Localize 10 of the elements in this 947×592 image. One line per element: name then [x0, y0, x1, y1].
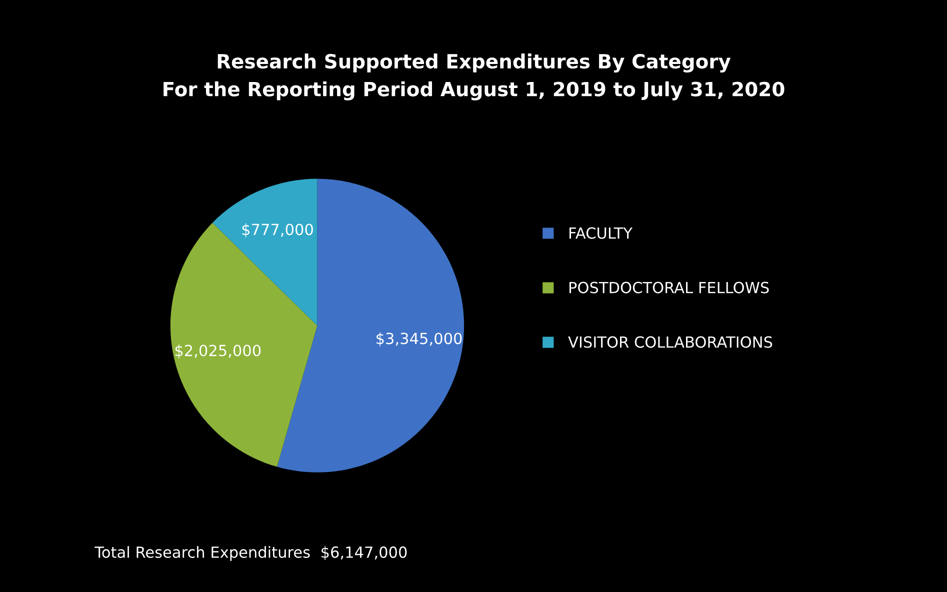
data-label: $777,000 [242, 223, 313, 238]
chart-title: Research Supported Expenditures By Category For the Reporting Period August 1, 2019 to July 31, 2020 [164, 54, 784, 100]
text: Total Research Expenditures $6,147,000 [94, 546, 407, 561]
legend-label: POSTDOCTORAL FELLOWS [570, 282, 769, 294]
pie-slice [170, 222, 318, 467]
data-label: $2,025,000 [175, 344, 261, 358]
legend-label: FACULTY [570, 227, 633, 239]
legend-label: VISITOR COLLABORATIONS [568, 336, 772, 348]
data-label: $3,345,000 [376, 332, 462, 346]
pie-slice [212, 178, 318, 326]
